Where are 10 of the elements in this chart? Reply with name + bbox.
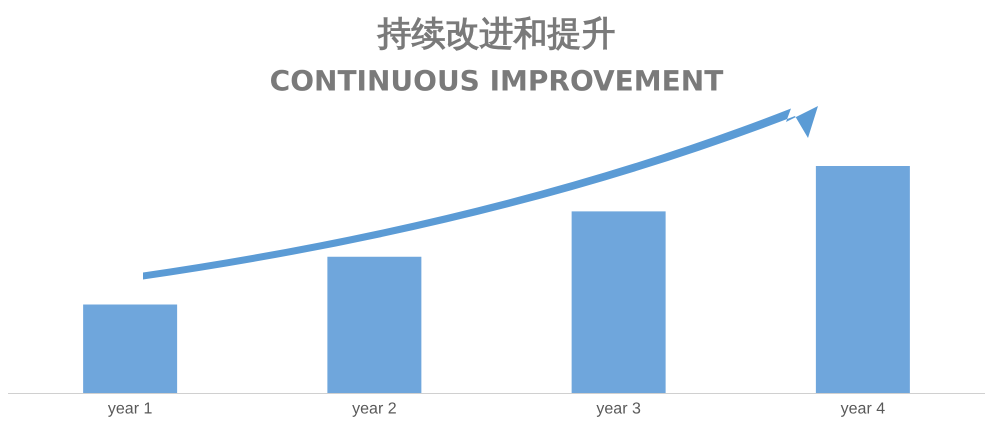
chart-subtitle: CONTINUOUS IMPROVEMENT: [270, 64, 724, 98]
x-tick-label: year 3: [596, 400, 641, 418]
x-tick-label: year 1: [108, 400, 152, 418]
x-tick-label: year 4: [840, 400, 886, 418]
bar: [816, 166, 910, 393]
bar: [83, 304, 178, 393]
bar: [572, 211, 666, 393]
chart-title: 持续改进和提升: [376, 14, 616, 54]
bar: [327, 256, 422, 393]
x-tick-label: year 2: [352, 400, 397, 418]
